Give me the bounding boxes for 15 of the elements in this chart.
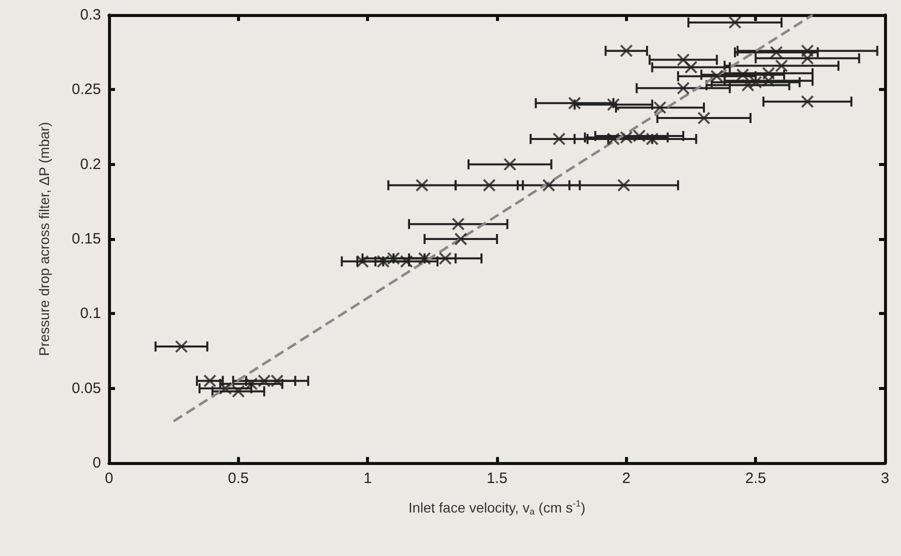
- x-tick-label: 2.5: [745, 470, 766, 487]
- y-axis-title: Pressure drop across filter, ΔP (mbar): [36, 122, 52, 356]
- x-tick-label: 2: [622, 470, 631, 487]
- y-tick-label: 0.15: [72, 230, 101, 248]
- x-tick-label: 0.5: [228, 470, 249, 487]
- y-tick-label: 0.05: [72, 380, 101, 397]
- x-tick-label: 3: [880, 470, 890, 487]
- x-tick-label: 1.5: [486, 470, 508, 487]
- x-tick-label: 0: [104, 470, 114, 487]
- y-tick-label: 0: [92, 454, 101, 472]
- y-tick-label: 0.3: [80, 6, 101, 24]
- x-tick-label: 1: [363, 470, 372, 487]
- y-tick-label: 0.1: [80, 305, 101, 322]
- y-tick-label: 0.2: [80, 156, 101, 173]
- y-tick-label: 0.25: [72, 81, 101, 98]
